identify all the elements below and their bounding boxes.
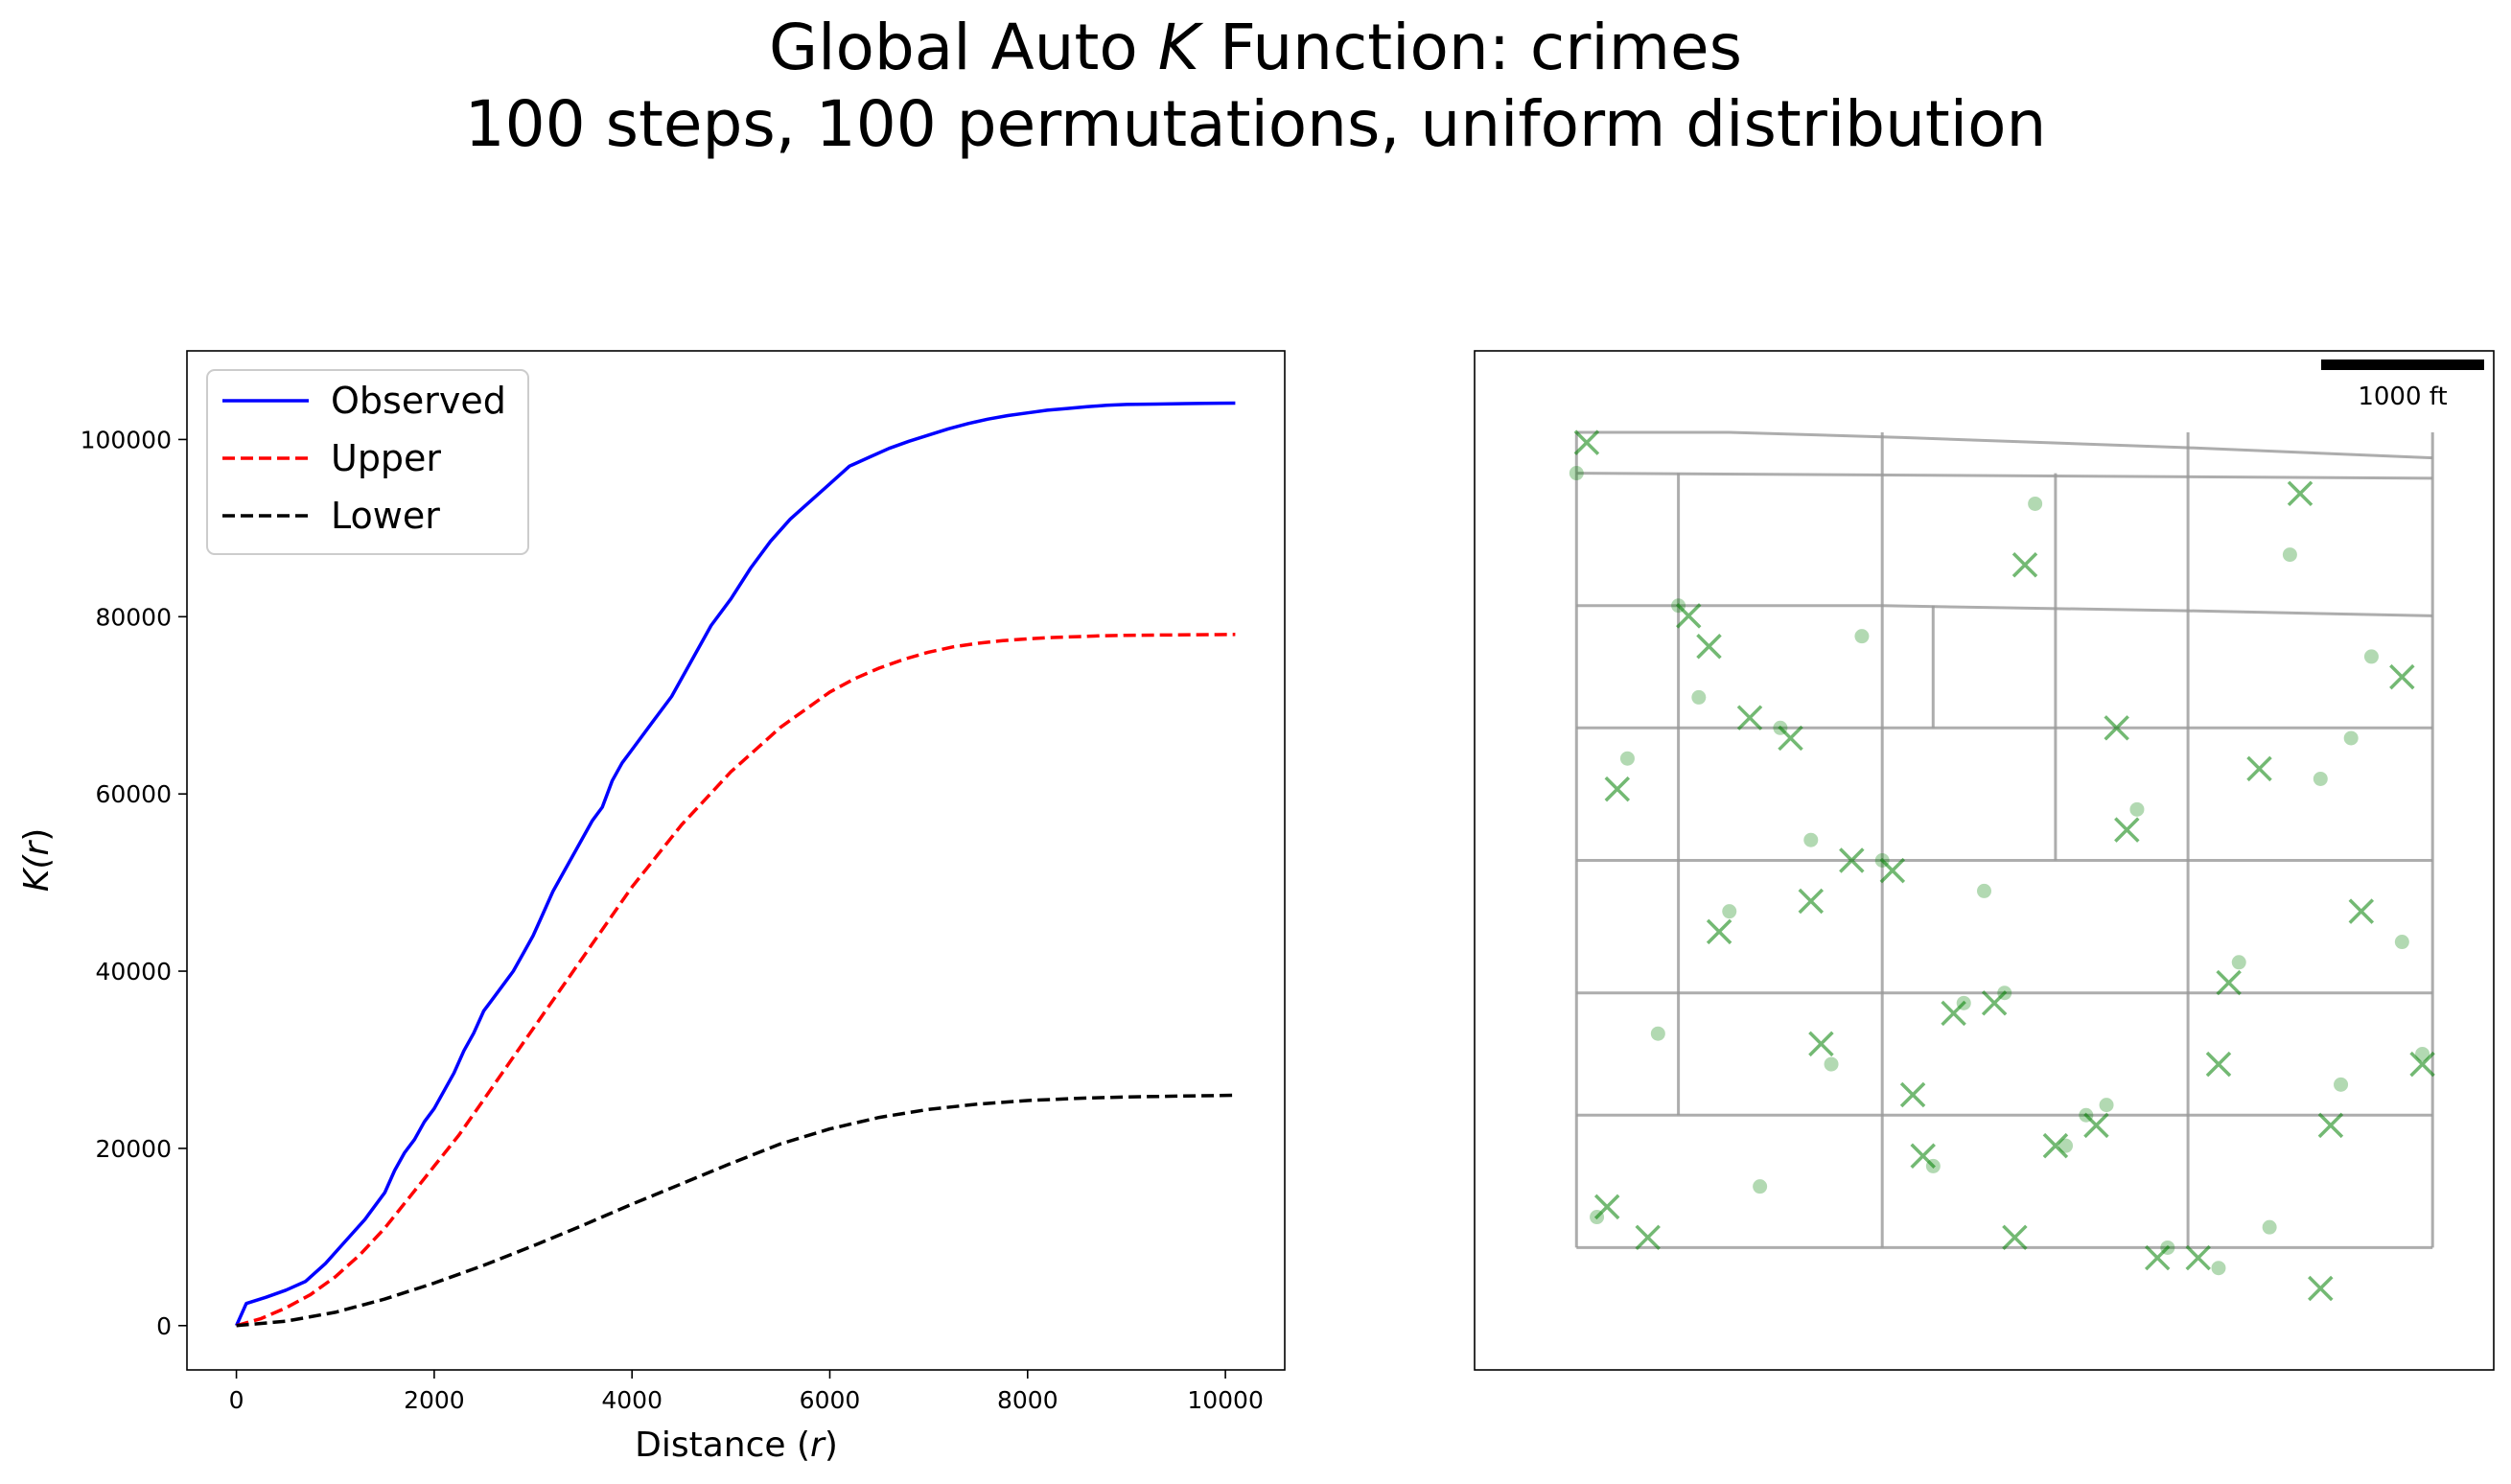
crime-point-observed bbox=[1824, 1056, 1839, 1072]
crime-point-snapped bbox=[1981, 990, 2008, 1016]
crime-point-snapped bbox=[1798, 888, 1825, 915]
figure-title: Global Auto K Function: crimes 100 steps… bbox=[0, 10, 2511, 163]
scale-bar-bar bbox=[2321, 359, 2484, 370]
crime-points bbox=[1569, 429, 2435, 1302]
crime-point-snapped bbox=[1941, 1000, 1966, 1027]
title-line-1: Global Auto K Function: crimes bbox=[769, 11, 1742, 84]
series-line-lower bbox=[236, 1093, 1236, 1328]
crime-point-snapped bbox=[2144, 1244, 2171, 1271]
crime-point-snapped bbox=[2216, 969, 2242, 996]
crime-point-snapped bbox=[2002, 1224, 2028, 1251]
y-tick-label: 60000 bbox=[95, 780, 172, 808]
crime-point-snapped bbox=[2246, 755, 2272, 782]
crime-point-snapped bbox=[1696, 634, 1722, 660]
crime-point-observed bbox=[2058, 1138, 2074, 1153]
series-line-observed bbox=[235, 401, 1236, 1327]
title-line-2: 100 steps, 100 permutations, uniform dis… bbox=[464, 87, 2047, 161]
crime-point-snapped bbox=[2185, 1244, 2211, 1271]
crime-point-snapped bbox=[2205, 1051, 2232, 1078]
legend-label-upper: Upper bbox=[331, 437, 441, 479]
legend-frame bbox=[206, 369, 529, 555]
crime-point-snapped bbox=[1706, 918, 1732, 945]
crime-point-observed bbox=[1753, 1179, 1768, 1194]
crime-point-observed bbox=[2231, 955, 2246, 970]
crime-point-observed bbox=[2099, 1098, 2114, 1113]
crime-point-observed bbox=[2211, 1261, 2226, 1276]
network-map-plot: 1000 ft bbox=[1474, 350, 2495, 1371]
crime-point-snapped bbox=[1808, 1031, 1834, 1057]
crime-point-snapped bbox=[2348, 898, 2375, 924]
y-tick-label: 0 bbox=[156, 1312, 172, 1340]
right-plot-frame bbox=[1474, 350, 2495, 1371]
x-tick-label: 8000 bbox=[997, 1386, 1058, 1414]
crime-point-observed bbox=[2343, 730, 2359, 746]
street-network bbox=[1574, 430, 2434, 1249]
crime-point-snapped bbox=[1675, 603, 1702, 629]
crime-point-snapped bbox=[2287, 480, 2313, 507]
crime-point-snapped bbox=[1736, 705, 1763, 730]
crime-point-snapped bbox=[1899, 1081, 1926, 1108]
street-segment bbox=[1576, 472, 2433, 480]
crime-point-observed bbox=[1619, 751, 1635, 766]
y-tick-label: 40000 bbox=[95, 958, 172, 985]
crime-point-observed bbox=[2282, 547, 2297, 563]
crime-point-snapped bbox=[2083, 1112, 2109, 1139]
x-axis-label: Distance (r) bbox=[635, 1426, 838, 1465]
crime-point-observed bbox=[1803, 832, 1819, 847]
street-segment bbox=[1576, 430, 2433, 460]
legend: Observed Upper Lower bbox=[206, 369, 529, 555]
crime-point-snapped bbox=[2389, 663, 2415, 690]
x-tick-label: 10000 bbox=[1187, 1386, 1264, 1414]
crime-point-observed bbox=[2334, 1077, 2349, 1092]
crime-point-snapped bbox=[1573, 429, 1600, 455]
left-plot-frame bbox=[186, 350, 1286, 1371]
crime-point-observed bbox=[2394, 935, 2409, 950]
k-function-plot: 0 2000 4000 6000 8000 10000020000400006000080… bbox=[17, 350, 1286, 1465]
crime-point-snapped bbox=[1778, 725, 1803, 752]
x-tick-label: 4000 bbox=[601, 1386, 663, 1414]
x-tick-label: 0 bbox=[229, 1386, 244, 1414]
crime-point-observed bbox=[2415, 1046, 2430, 1061]
street-segment bbox=[1576, 604, 2433, 617]
crime-point-observed bbox=[1650, 1026, 1665, 1041]
scale-bar: 1000 ft bbox=[2321, 359, 2484, 411]
crime-point-snapped bbox=[2042, 1132, 2069, 1159]
crime-point-snapped bbox=[1604, 776, 1631, 802]
crime-point-observed bbox=[2129, 801, 2145, 817]
crime-point-snapped bbox=[2308, 1275, 2334, 1302]
crime-point-observed bbox=[1977, 883, 1991, 898]
crime-point-observed bbox=[2313, 771, 2328, 786]
crime-point-snapped bbox=[2409, 1051, 2435, 1078]
crime-point-observed bbox=[2363, 649, 2379, 664]
crime-point-snapped bbox=[2114, 817, 2140, 843]
crime-point-snapped bbox=[1635, 1224, 1661, 1251]
crime-point-snapped bbox=[1593, 1194, 1620, 1220]
y-tick-label: 20000 bbox=[95, 1135, 172, 1163]
crime-point-snapped bbox=[2011, 551, 2038, 578]
crime-point-observed bbox=[1691, 689, 1707, 705]
crime-point-snapped bbox=[2104, 715, 2129, 741]
axis-ticks: 0 2000 4000 6000 8000 10000020000400006000080… bbox=[81, 426, 1264, 1414]
crime-point-observed bbox=[2028, 496, 2043, 511]
crime-point-observed bbox=[1569, 466, 1584, 481]
legend-label-observed: Observed bbox=[331, 380, 506, 422]
crime-point-observed bbox=[1854, 629, 1870, 644]
crime-point-observed bbox=[1722, 904, 1737, 919]
series-line-upper bbox=[236, 633, 1236, 1328]
y-tick-label: 100000 bbox=[81, 426, 172, 453]
scale-bar-label: 1000 ft bbox=[2358, 383, 2447, 411]
x-tick-label: 6000 bbox=[800, 1386, 861, 1414]
crime-point-snapped bbox=[2317, 1112, 2344, 1139]
crime-point-snapped bbox=[1839, 847, 1865, 873]
crime-point-snapped bbox=[1879, 857, 1906, 884]
y-axis-label: K(r) bbox=[17, 828, 57, 893]
series-lines bbox=[235, 401, 1236, 1328]
legend-label-lower: Lower bbox=[331, 495, 440, 537]
crime-point-observed bbox=[2262, 1219, 2277, 1235]
crime-point-snapped bbox=[1910, 1143, 1936, 1170]
x-tick-label: 2000 bbox=[404, 1386, 465, 1414]
y-tick-label: 80000 bbox=[95, 603, 172, 631]
